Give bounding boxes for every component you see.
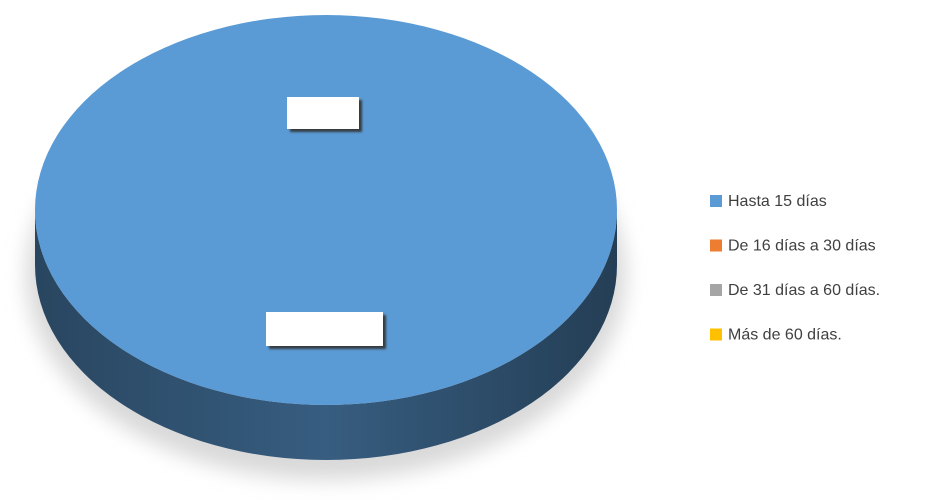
legend-label: De 16 días a 30 días	[728, 238, 876, 255]
legend-label: De 31 días a 60 días.	[728, 282, 880, 299]
legend: Hasta 15 días De 16 días a 30 días De 31 d…	[710, 193, 880, 344]
pie	[35, 15, 617, 460]
label-box	[287, 97, 359, 129]
label-box	[266, 312, 383, 346]
legend-swatch	[710, 239, 722, 252]
legend-swatch	[710, 328, 722, 341]
pie-slice	[35, 15, 617, 405]
legend-label: Hasta 15 días	[728, 193, 827, 210]
legend-swatch	[710, 195, 722, 207]
pie-side	[35, 210, 617, 460]
label-boxes	[266, 97, 383, 346]
legend-swatch	[710, 284, 722, 296]
legend-label: Más de 60 días.	[728, 327, 842, 344]
